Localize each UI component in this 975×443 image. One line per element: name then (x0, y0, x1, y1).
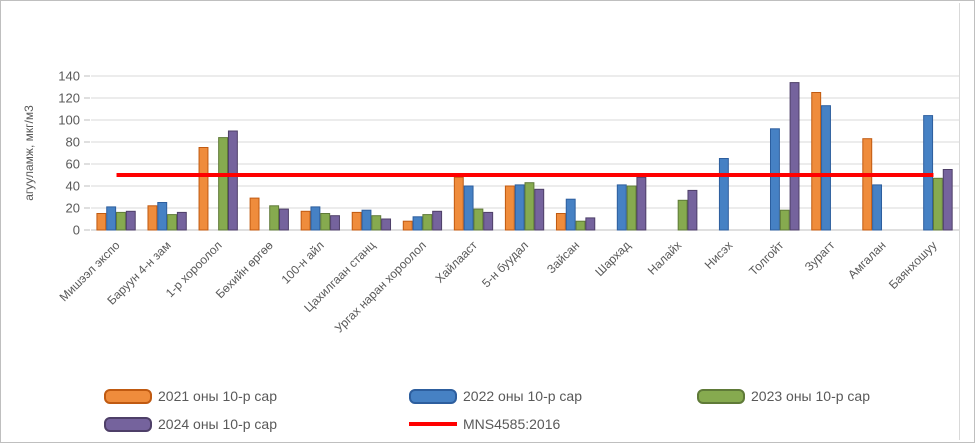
bar (453, 176, 464, 231)
bar (575, 220, 586, 231)
legend-label-2022: 2022 оны 10-р сар (463, 388, 582, 404)
bar (473, 208, 484, 231)
x-category-label: Хайлааст (433, 238, 481, 286)
bar (789, 82, 800, 231)
y-tick-label: 20 (66, 201, 80, 216)
bar (300, 210, 311, 231)
y-tick-label: 40 (66, 179, 80, 194)
bar (616, 184, 627, 231)
bar (555, 213, 566, 231)
y-tick-label: 120 (58, 91, 80, 106)
bar (524, 182, 535, 231)
bar (320, 213, 331, 231)
legend-swatch-refline (409, 422, 457, 426)
bar (412, 216, 423, 231)
bar (381, 218, 392, 231)
bar (176, 211, 187, 231)
bar (249, 197, 260, 231)
bar (157, 202, 168, 231)
legend-swatch-2024 (104, 416, 152, 432)
y-tick-label: 0 (73, 223, 80, 238)
legend-item-2021: 2021 оны 10-р сар (104, 388, 277, 404)
y-tick-label: 80 (66, 135, 80, 150)
legend-label-2021: 2021 оны 10-р сар (158, 388, 277, 404)
x-category-label: Зайсан (544, 238, 582, 276)
bar (872, 184, 883, 231)
bar (310, 206, 321, 231)
bar (167, 214, 177, 231)
x-category-label: Шархад (592, 238, 633, 279)
x-category-label: Ургах наран хороолол (332, 238, 429, 335)
x-category-label: Амгалан (845, 238, 888, 281)
legend-label-2023: 2023 оны 10-р сар (751, 388, 870, 404)
y-tick-label: 100 (58, 113, 80, 128)
bar (932, 177, 943, 231)
bar (565, 198, 576, 231)
bar (811, 92, 822, 231)
vertical-divider (959, 3, 960, 440)
legend-item-refline: MNS4585:2016 (409, 416, 560, 432)
legend-swatch-2021 (104, 388, 152, 404)
legend-label-refline: MNS4585:2016 (463, 416, 561, 432)
x-category-label: Зурагт (802, 238, 838, 274)
bar (504, 185, 515, 231)
y-axis-title: агууламж, мкг/м3 (22, 105, 36, 201)
bar (351, 211, 362, 231)
legend-item-2024: 2024 оны 10-р сар (104, 416, 277, 432)
bar (106, 206, 117, 231)
x-category-label: Налайх (645, 238, 684, 277)
bar (361, 209, 372, 231)
bar (769, 128, 780, 231)
bar (269, 205, 280, 231)
bar (463, 185, 474, 231)
bar (514, 184, 525, 231)
bar (402, 220, 413, 231)
bar (718, 158, 729, 231)
bar (147, 205, 158, 231)
bar (371, 215, 382, 231)
bar (585, 217, 596, 231)
bar (779, 209, 790, 231)
legend-swatch-2022 (409, 388, 457, 404)
x-category-label: 5-н буудал (479, 238, 531, 290)
y-tick-label: 60 (66, 157, 80, 172)
bar (198, 147, 209, 231)
bar (534, 188, 545, 231)
bar (636, 176, 647, 231)
legend-label-2024: 2024 оны 10-р сар (158, 416, 277, 432)
bar (125, 210, 136, 231)
bar (432, 210, 443, 231)
bar (942, 169, 953, 231)
bar (821, 105, 831, 231)
bar (483, 211, 494, 231)
x-category-label: 100-н айл (279, 238, 327, 286)
bar (687, 189, 698, 231)
bar (218, 137, 229, 231)
legend-swatch-2023 (697, 388, 745, 404)
bar (677, 199, 688, 231)
legend-item-2022: 2022 оны 10-р сар (409, 388, 582, 404)
bar (862, 138, 873, 231)
x-category-label: Нисэх (702, 238, 736, 272)
legend-item-2023: 2023 оны 10-р сар (697, 388, 870, 404)
bar (422, 214, 433, 231)
bar (227, 130, 238, 231)
x-category-label: Толгойт (746, 238, 787, 279)
x-category-label: Баянхошуу (886, 238, 940, 292)
bar (330, 215, 340, 231)
bar (923, 115, 934, 231)
bar (96, 213, 107, 231)
y-tick-label: 140 (58, 69, 80, 84)
bar (626, 185, 637, 231)
bar (116, 211, 126, 231)
bar (279, 208, 289, 231)
